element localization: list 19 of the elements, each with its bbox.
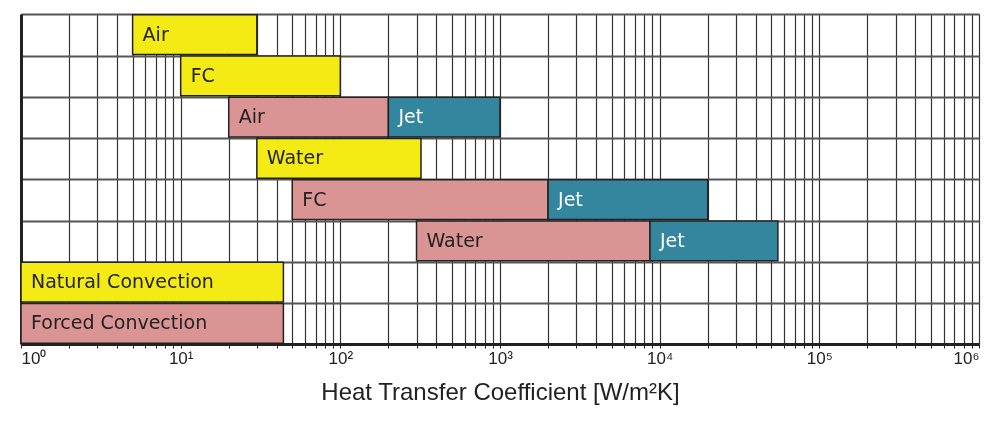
data-label: Forced Convection	[31, 311, 208, 334]
data-label: Air	[238, 105, 266, 128]
x-axis-title: Heat Transfer Coefficient [W/m²K]	[321, 377, 680, 405]
data-label: Natural Convection	[31, 270, 214, 293]
data-label: Water	[266, 146, 324, 169]
x-tick-label: 10⁵	[806, 348, 833, 368]
x-tick-label: 10³	[488, 348, 514, 368]
x-tick-label: 10⁰	[21, 348, 47, 368]
data-label: FC	[190, 63, 215, 86]
data-label: Water	[426, 228, 483, 251]
x-tick-label: 10¹	[168, 348, 194, 368]
x-tick-label: 10²	[328, 348, 354, 368]
data-label: Air	[142, 22, 169, 45]
x-tick-label: 10⁴	[647, 348, 674, 368]
data-label: FC	[302, 187, 327, 210]
data-label: Jet	[557, 187, 583, 210]
data-label: Jet	[659, 228, 685, 251]
data-label: Jet	[397, 105, 424, 128]
x-tick-label: 10⁶	[953, 348, 980, 368]
